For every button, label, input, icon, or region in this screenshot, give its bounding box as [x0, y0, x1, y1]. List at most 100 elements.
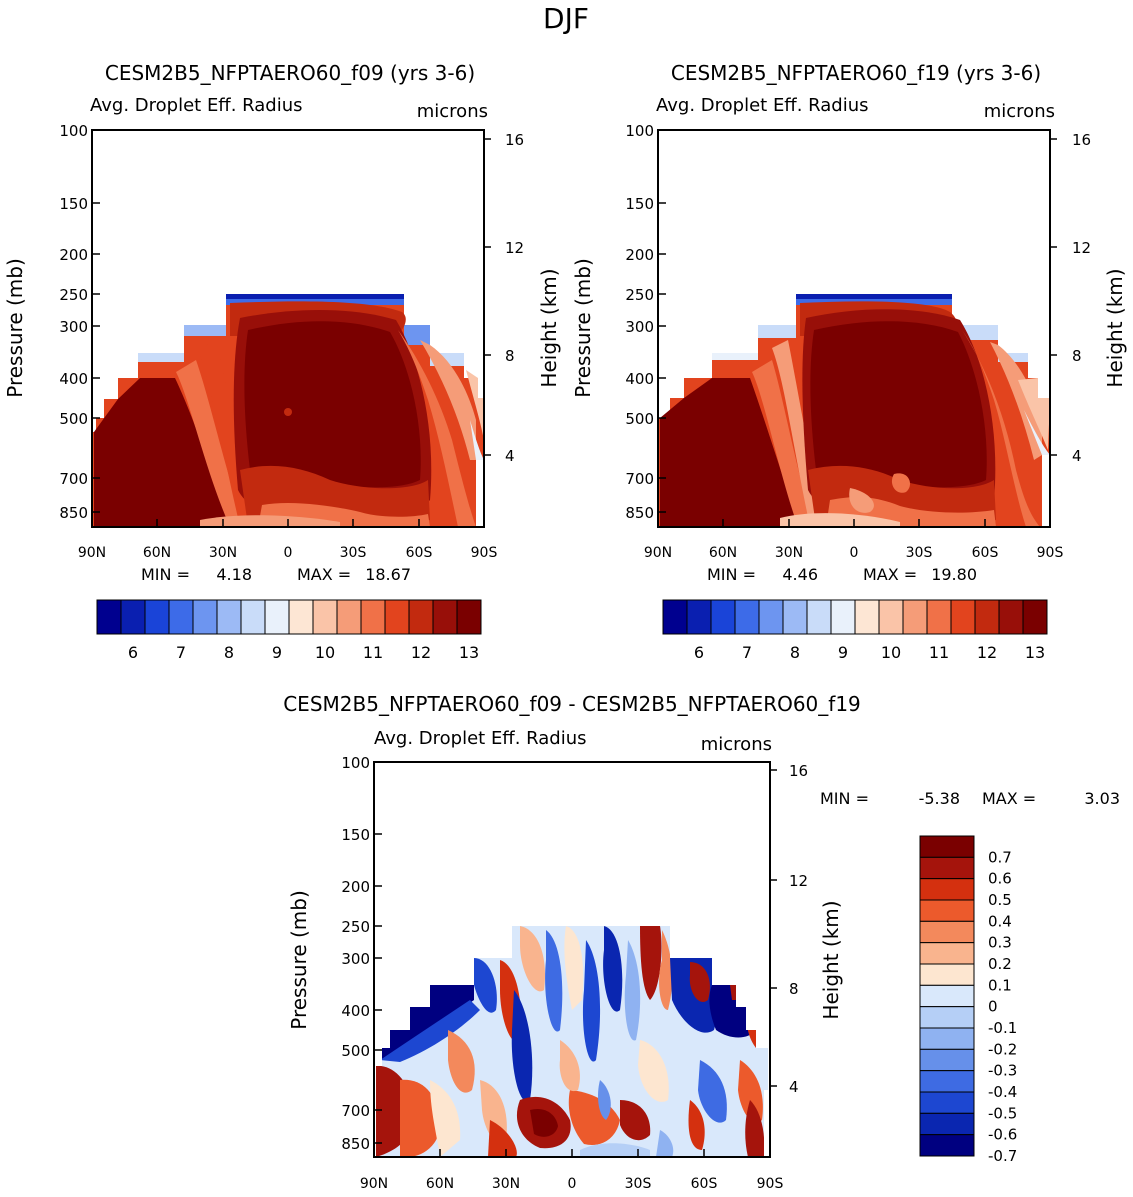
variable-label: Avg. Droplet Eff. Radius — [90, 95, 303, 116]
colorbar-swatch — [919, 920, 975, 944]
svg-text:4: 4 — [505, 447, 515, 465]
y-tick: 850 — [341, 1135, 382, 1153]
panel-f19: CESM2B5_NFPTAERO60_f19 (yrs 3-6) Avg. Dr… — [571, 61, 1127, 662]
colorbar-label: 0.7 — [988, 848, 1012, 866]
x-axis-latitude: 90N 60N 30N 0 30S 60S 90S — [644, 519, 1063, 561]
y-tick: 250 — [59, 286, 100, 304]
y-axis-label: Pressure (mb) — [287, 890, 311, 1030]
y2-axis-height: 16 12 8 4 — [1050, 131, 1091, 465]
colorbar-label: 10 — [315, 643, 335, 662]
colorbar: 6 7 8 9 10 11 12 13 — [662, 599, 1048, 662]
colorbar-swatch — [919, 942, 975, 965]
colorbar-swatch — [919, 899, 975, 922]
svg-text:30N: 30N — [492, 1176, 520, 1192]
x-tick: 60S — [691, 1149, 717, 1192]
y-tick: 100 — [341, 754, 382, 772]
y-tick: 400 — [341, 1002, 382, 1020]
y2-tick: 12 — [770, 872, 808, 890]
colorbar-swatch — [96, 599, 122, 635]
colorbar-swatch — [432, 599, 458, 635]
colorbar-label: -0.4 — [988, 1083, 1017, 1101]
colorbar-swatch — [950, 599, 976, 635]
x-tick: 30N — [775, 519, 803, 561]
min-value: -5.38 — [919, 789, 960, 808]
svg-text:60N: 60N — [143, 545, 171, 561]
x-tick: 60S — [972, 519, 998, 561]
units-label: microns — [701, 734, 772, 755]
colorbar-swatch — [919, 963, 975, 986]
svg-text:100: 100 — [625, 122, 654, 140]
colorbar-swatch — [384, 599, 410, 635]
y2-axis-label: Height (km) — [1103, 268, 1127, 387]
colorbar-swatch — [758, 599, 784, 635]
y2-axis-height: 16 12 8 4 — [484, 131, 524, 465]
colorbar-label: 0.5 — [988, 891, 1012, 909]
colorbar-label: 8 — [790, 643, 800, 662]
svg-text:100: 100 — [341, 754, 370, 772]
svg-text:850: 850 — [341, 1135, 370, 1153]
svg-text:200: 200 — [341, 878, 370, 896]
colorbar-swatch — [1022, 599, 1048, 635]
svg-text:700: 700 — [625, 470, 654, 488]
y-tick: 700 — [59, 470, 100, 488]
colorbar-swatch — [120, 599, 146, 635]
colorbar-label: -0.7 — [988, 1147, 1017, 1165]
colorbar-label: -0.5 — [988, 1104, 1017, 1122]
svg-text:250: 250 — [341, 918, 370, 936]
y-tick: 250 — [625, 286, 666, 304]
x-tick: 60N — [426, 1149, 454, 1192]
svg-text:4: 4 — [1072, 447, 1082, 465]
y-axis-label: Pressure (mb) — [571, 258, 595, 398]
variable-label: Avg. Droplet Eff. Radius — [374, 728, 587, 749]
colorbar-swatch — [288, 599, 314, 635]
svg-text:0: 0 — [850, 545, 859, 561]
colorbar-label: 11 — [929, 643, 949, 662]
colorbar-label: 6 — [128, 643, 138, 662]
svg-text:0: 0 — [568, 1176, 577, 1192]
colorbar-label: 12 — [977, 643, 997, 662]
svg-text:90N: 90N — [644, 545, 672, 561]
svg-text:16: 16 — [789, 762, 808, 780]
min-label: MIN = — [707, 565, 756, 584]
y-tick: 850 — [625, 504, 666, 522]
figure-title: DJF — [543, 2, 589, 35]
colorbar-swatch — [240, 599, 266, 635]
colorbar-label: 10 — [881, 643, 901, 662]
y-tick: 700 — [341, 1102, 382, 1120]
svg-text:60N: 60N — [709, 545, 737, 561]
svg-text:150: 150 — [625, 195, 654, 213]
svg-text:400: 400 — [625, 370, 654, 388]
y-tick: 200 — [341, 878, 382, 896]
y-tick: 500 — [341, 1042, 382, 1060]
units-label: microns — [417, 101, 488, 122]
min-label: MIN = — [141, 565, 190, 584]
colorbar-label: -0.1 — [988, 1019, 1017, 1037]
colorbar-swatch — [830, 599, 856, 635]
colorbar-label: 0.4 — [988, 912, 1012, 930]
colorbar-label: -0.3 — [988, 1062, 1017, 1080]
y-tick: 150 — [341, 826, 382, 844]
y2-tick: 4 — [484, 447, 515, 465]
max-value: 18.67 — [365, 565, 411, 584]
colorbar-swatch — [710, 599, 736, 635]
colorbar-swatch — [312, 599, 338, 635]
y2-axis-height: 16 12 8 4 — [770, 762, 808, 1096]
colorbar-label: 9 — [272, 643, 282, 662]
panel-f09: CESM2B5_NFPTAERO60_f09 (yrs 3-6) Avg. Dr… — [3, 61, 561, 662]
x-tick: 90S — [1037, 519, 1063, 561]
svg-text:8: 8 — [1072, 347, 1082, 365]
svg-text:200: 200 — [59, 246, 88, 264]
units-label: microns — [984, 101, 1055, 122]
y-tick: 400 — [59, 370, 100, 388]
svg-text:12: 12 — [1072, 239, 1091, 257]
x-tick: 30N — [492, 1149, 520, 1192]
y-axis-pressure: 100 150 200 250 300 400 500 700 850 — [625, 122, 666, 522]
y-axis-pressure: 100 150 200 250 300 400 500 700 850 — [341, 754, 382, 1153]
heatmap-field — [376, 926, 768, 1157]
x-tick: 90S — [757, 1149, 783, 1192]
y2-tick: 12 — [484, 239, 524, 257]
x-tick: 60S — [406, 519, 432, 561]
x-tick: 0 — [568, 1149, 577, 1192]
x-tick: 60N — [143, 519, 171, 561]
